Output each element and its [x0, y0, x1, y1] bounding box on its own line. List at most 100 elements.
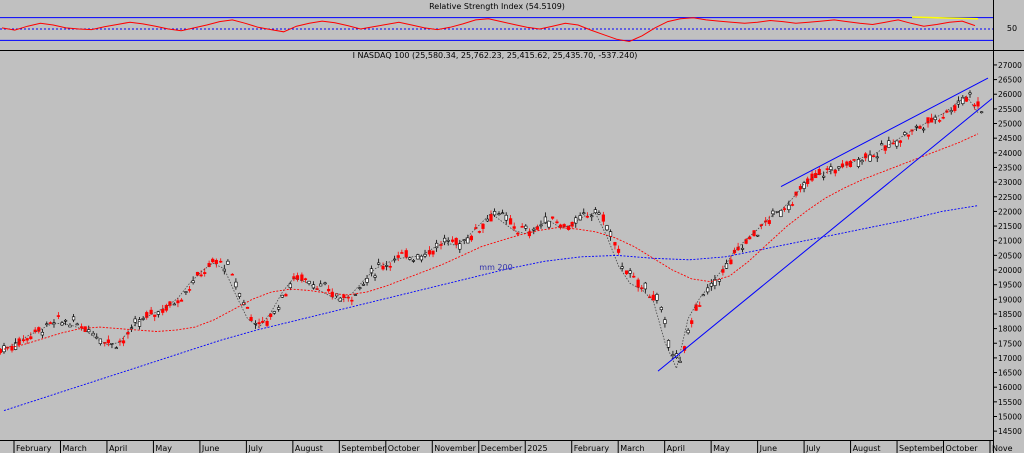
- candle-up: [365, 278, 369, 283]
- candle-down: [489, 214, 493, 222]
- candle-up: [492, 211, 497, 216]
- x-tick-label: December: [481, 444, 523, 453]
- candle-down: [825, 168, 829, 170]
- y-tick-label: 21500: [998, 222, 1022, 231]
- candle-up: [756, 234, 760, 237]
- candle-up: [663, 319, 667, 324]
- x-tick-label: May: [713, 444, 730, 453]
- candle-up: [922, 128, 926, 131]
- y-tick-label: 15000: [998, 412, 1022, 421]
- candle-up: [605, 225, 609, 231]
- candle-up: [411, 260, 416, 262]
- candle-down: [164, 305, 168, 311]
- candle-down: [729, 259, 733, 265]
- candle-up: [353, 294, 358, 296]
- candle-down: [790, 204, 795, 206]
- candle-down: [520, 226, 524, 228]
- candle-up: [949, 110, 953, 113]
- candle-down: [199, 274, 203, 277]
- y-tick-label: 25000: [998, 120, 1022, 129]
- candle-up: [868, 154, 872, 162]
- candle-up: [156, 311, 160, 315]
- candle-down: [891, 142, 895, 145]
- candle-down: [906, 134, 911, 137]
- y-tick-label: 19500: [998, 281, 1022, 290]
- candle-down: [481, 223, 485, 229]
- x-tick-label: September: [341, 444, 386, 453]
- candle-down: [721, 269, 725, 273]
- y-tick-label: 14500: [998, 427, 1022, 436]
- candle-down: [211, 258, 215, 263]
- candle-down: [555, 221, 559, 224]
- candle-down: [207, 263, 211, 267]
- candle-down: [179, 299, 184, 302]
- short-ma-line: [3, 95, 979, 370]
- candle-down: [79, 326, 84, 328]
- rsi-title: Relative Strength Index (54.5109): [429, 2, 565, 11]
- candle-up: [979, 111, 984, 114]
- support-trendline: [657, 98, 993, 372]
- candle-up: [655, 294, 659, 301]
- candle-up: [133, 318, 137, 323]
- candle-down: [953, 105, 957, 111]
- candle-down: [964, 96, 969, 102]
- y-tick-label: 17000: [998, 354, 1022, 363]
- y-tick-label: 24000: [998, 149, 1022, 158]
- x-tick-label: March: [620, 444, 644, 453]
- candle-up: [643, 282, 647, 290]
- candle-up: [226, 260, 230, 265]
- candle-up: [45, 323, 49, 326]
- candle-down: [926, 117, 930, 124]
- x-tick-label: November: [434, 444, 476, 453]
- candle-down: [474, 227, 478, 229]
- candle-down: [570, 221, 574, 227]
- mm200-line: [3, 205, 979, 412]
- candle-up: [358, 287, 362, 289]
- y-tick-label: 20500: [998, 251, 1022, 260]
- candle-up: [408, 257, 412, 260]
- candle-down: [694, 304, 698, 311]
- candle-down: [48, 322, 52, 324]
- y-tick-label: 16500: [998, 369, 1022, 378]
- candle-up: [416, 254, 420, 260]
- candle-up: [191, 280, 195, 284]
- candle-up: [485, 218, 490, 222]
- candle-up: [968, 92, 972, 95]
- candle-up: [137, 319, 142, 327]
- x-tick-label: July: [805, 444, 821, 453]
- candle-down: [21, 339, 26, 342]
- rsi-level-label: 50: [1007, 24, 1017, 33]
- candle-down: [431, 250, 435, 255]
- candle-up: [895, 140, 899, 147]
- x-tick-label: February: [16, 444, 52, 453]
- candle-up: [323, 282, 327, 285]
- candle-up: [628, 270, 632, 274]
- candle-down: [388, 265, 392, 268]
- candle-down: [33, 329, 37, 333]
- candle-up: [319, 283, 323, 287]
- candle-up: [129, 327, 134, 330]
- candle-down: [767, 220, 771, 224]
- candle-down: [624, 270, 629, 275]
- candle-up: [237, 293, 242, 297]
- candle-down: [872, 155, 876, 157]
- x-tick-label: July: [247, 444, 263, 453]
- candle-up: [446, 239, 450, 242]
- candle-down: [195, 271, 200, 276]
- price-title: I NASDAQ 100 (25,580.34, 25,762.23, 25,4…: [353, 51, 638, 60]
- candle-up: [71, 316, 76, 321]
- candle-up: [880, 143, 884, 146]
- candle-up: [91, 332, 95, 336]
- x-tick-label: October: [388, 444, 421, 453]
- candle-up: [666, 340, 671, 348]
- candle-up: [361, 283, 366, 286]
- y-tick-label: 15500: [998, 398, 1022, 407]
- y-tick-label: 16000: [998, 383, 1022, 392]
- candle-up: [172, 303, 176, 306]
- candle-down: [219, 260, 223, 263]
- candle-down: [976, 101, 980, 107]
- candle-down: [145, 312, 149, 318]
- candle-down: [284, 294, 288, 297]
- candle-up: [914, 125, 919, 128]
